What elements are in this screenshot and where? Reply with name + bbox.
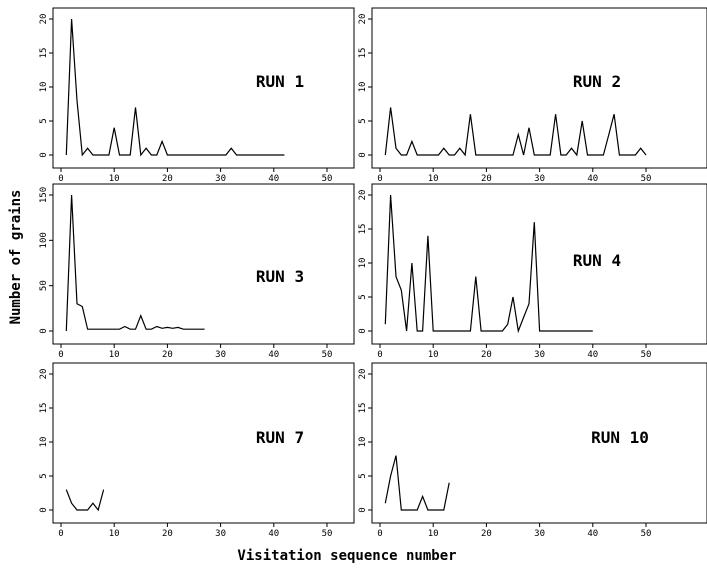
panel-title: RUN 4: [573, 251, 621, 270]
y-tick-label: 100: [39, 232, 49, 248]
x-tick-label: 10: [428, 350, 439, 360]
x-tick-label: 40: [268, 174, 279, 184]
x-tick-label: 50: [322, 174, 333, 184]
x-tick-label: 30: [215, 174, 226, 184]
panel-3: 0 10 20 30 40 50 0 50 100 150 RUN 3: [39, 183, 355, 360]
y-tick-label: 10: [358, 437, 368, 448]
x-tick-label: 0: [58, 529, 63, 539]
panel-frame: [371, 7, 707, 169]
y-tick-label: 5: [39, 118, 49, 123]
panel-frame: [52, 7, 355, 169]
panel-title: RUN 3: [256, 267, 304, 286]
panel-frame: [52, 362, 355, 524]
panel-6: 0 10 20 30 40 50 0 5 10 15 20 RUN 10: [358, 362, 707, 539]
x-tick-label: 0: [58, 350, 63, 360]
x-tick-label: 40: [268, 529, 279, 539]
x-tick-label: 10: [428, 174, 439, 184]
y-tick-label: 10: [358, 82, 368, 93]
y-tick-label: 5: [358, 294, 368, 299]
x-tick-label: 0: [58, 174, 63, 184]
y-tick-label: 20: [358, 14, 368, 25]
y-tick-label: 15: [39, 48, 49, 59]
y-tick-label: 10: [39, 437, 49, 448]
x-tick-label: 20: [481, 174, 492, 184]
y-tick-label: 15: [358, 48, 368, 59]
y-tick-label: 0: [39, 507, 49, 512]
panel-title: RUN 10: [591, 428, 649, 447]
y-tick-label: 5: [39, 473, 49, 478]
x-tick-label: 10: [109, 174, 120, 184]
series-line-1: [65, 194, 205, 332]
panel-1: 0 10 20 30 40 50 0 5 10 15 20 RUN 1: [39, 7, 355, 184]
panel-title: RUN 2: [573, 72, 621, 91]
x-tick-label: 30: [534, 529, 545, 539]
x-tick-label: 30: [215, 529, 226, 539]
y-tick-label: 0: [358, 152, 368, 157]
panel-frame: [52, 183, 355, 345]
x-tick-label: 30: [215, 350, 226, 360]
x-tick-label: 20: [162, 529, 173, 539]
panel-title: RUN 7: [256, 428, 304, 447]
x-tick-label: 0: [377, 350, 382, 360]
x-axis-title: Visitation sequence number: [237, 548, 456, 564]
x-tick-label: 40: [587, 529, 598, 539]
y-tick-label: 15: [358, 403, 368, 414]
y-tick-label: 150: [39, 187, 49, 203]
panel-frame: [371, 362, 707, 524]
y-tick-label: 50: [39, 280, 49, 291]
y-tick-label: 5: [358, 473, 368, 478]
series-line-1: [65, 489, 105, 512]
x-tick-label: 50: [322, 350, 333, 360]
x-tick-label: 20: [481, 529, 492, 539]
y-tick-label: 5: [358, 118, 368, 123]
series-line-1: [65, 18, 285, 157]
x-tick-label: 50: [641, 350, 652, 360]
panel-5: 0 10 20 30 40 50 0 5 10 15 20 RUN 7: [39, 362, 355, 539]
y-axis-title: Number of grains: [8, 190, 24, 325]
x-tick-label: 0: [377, 174, 382, 184]
y-tick-label: 20: [358, 190, 368, 201]
x-tick-label: 20: [162, 350, 173, 360]
x-tick-label: 40: [268, 350, 279, 360]
y-tick-label: 15: [39, 403, 49, 414]
x-tick-label: 10: [109, 529, 120, 539]
x-tick-label: 40: [587, 174, 598, 184]
series-line-1: [384, 194, 593, 334]
x-tick-label: 50: [641, 529, 652, 539]
x-tick-label: 50: [322, 529, 333, 539]
x-tick-label: 20: [162, 174, 173, 184]
y-tick-label: 20: [358, 369, 368, 380]
y-tick-label: 0: [39, 152, 49, 157]
y-tick-label: 10: [39, 82, 49, 93]
x-tick-label: 40: [587, 350, 598, 360]
x-tick-label: 50: [641, 174, 652, 184]
x-tick-label: 30: [534, 174, 545, 184]
y-tick-label: 0: [358, 328, 368, 333]
x-tick-label: 30: [534, 350, 545, 360]
series-line-1: [384, 455, 450, 511]
panel-4: 0 10 20 30 40 50 0 5 10 15 20 RUN 4: [358, 183, 707, 360]
y-tick-label: 10: [358, 258, 368, 269]
x-tick-label: 10: [109, 350, 120, 360]
panel-2: 0 10 20 30 40 50 0 5 10 15 20 RUN 2: [358, 7, 707, 184]
y-tick-label: 20: [39, 14, 49, 25]
panel-title: RUN 1: [256, 72, 304, 91]
x-tick-label: 0: [377, 529, 382, 539]
series-line-1: [384, 107, 647, 157]
y-tick-label: 0: [358, 507, 368, 512]
x-tick-label: 20: [481, 350, 492, 360]
y-tick-label: 15: [358, 224, 368, 235]
x-tick-label: 10: [428, 529, 439, 539]
y-tick-label: 0: [39, 328, 49, 333]
y-tick-label: 20: [39, 369, 49, 380]
